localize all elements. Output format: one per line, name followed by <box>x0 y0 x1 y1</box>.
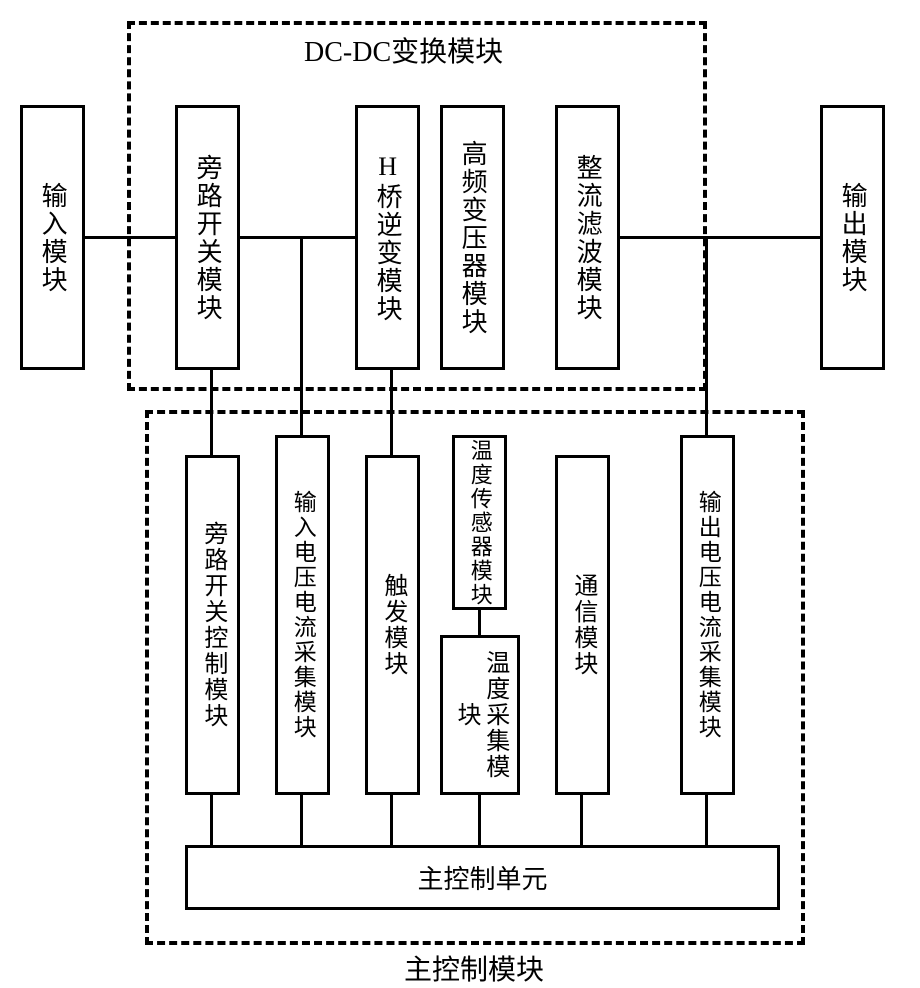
input-vi-acq-label: 输入电压电流采集模块 <box>289 490 317 740</box>
rect-filter-block: 整流滤波模块 <box>555 105 620 370</box>
bypass-switch-block: 旁路开关模块 <box>175 105 240 370</box>
hf-transformer-block: 高频变压器模块 <box>440 105 505 370</box>
input-module-block: 输入模块 <box>20 105 85 370</box>
bypass-switch-label: 旁路开关模块 <box>192 154 223 322</box>
output-module-label: 输出模块 <box>837 182 868 294</box>
comm-block: 通信模块 <box>555 455 610 795</box>
connector <box>210 795 213 845</box>
connector <box>478 795 481 845</box>
temp-acq-block: 温度采集模块 <box>440 635 520 795</box>
connector <box>620 236 820 239</box>
connector <box>390 370 393 455</box>
temp-sensor-label: 温度传感器模块 <box>466 439 492 607</box>
connector <box>300 236 303 436</box>
output-vi-acq-label: 输出电压电流采集模块 <box>694 490 722 740</box>
input-module-label: 输入模块 <box>37 182 68 294</box>
connector <box>580 795 583 845</box>
trigger-label: 触发模块 <box>378 573 407 677</box>
connector <box>705 236 708 436</box>
output-vi-acq-block: 输出电压电流采集模块 <box>680 435 735 795</box>
hf-transformer-label: 高频变压器模块 <box>457 140 488 336</box>
output-module-block: 输出模块 <box>820 105 885 370</box>
input-vi-acq-block: 输入电压电流采集模块 <box>275 435 330 795</box>
hbridge-label: H桥逆变模块 <box>372 152 403 323</box>
dcdc-group-label: DC-DC变换模块 <box>300 30 507 70</box>
connector <box>705 795 708 845</box>
temp-acq-label: 温度采集模块 <box>451 638 509 792</box>
bypass-control-block: 旁路开关控制模块 <box>185 455 240 795</box>
mainctrl-group-label: 主控制模块 <box>400 948 548 988</box>
main-control-unit-block: 主控制单元 <box>185 845 780 910</box>
comm-label: 通信模块 <box>568 573 597 677</box>
trigger-block: 触发模块 <box>365 455 420 795</box>
rect-filter-label: 整流滤波模块 <box>572 154 603 322</box>
temp-sensor-block: 温度传感器模块 <box>452 435 507 610</box>
connector <box>210 370 213 455</box>
connector <box>390 795 393 845</box>
connector <box>85 236 175 239</box>
hbridge-block: H桥逆变模块 <box>355 105 420 370</box>
bypass-control-label: 旁路开关控制模块 <box>198 521 227 729</box>
connector <box>240 236 355 239</box>
connector <box>478 608 481 638</box>
connector <box>300 795 303 845</box>
main-control-unit-label: 主控制单元 <box>417 859 547 896</box>
